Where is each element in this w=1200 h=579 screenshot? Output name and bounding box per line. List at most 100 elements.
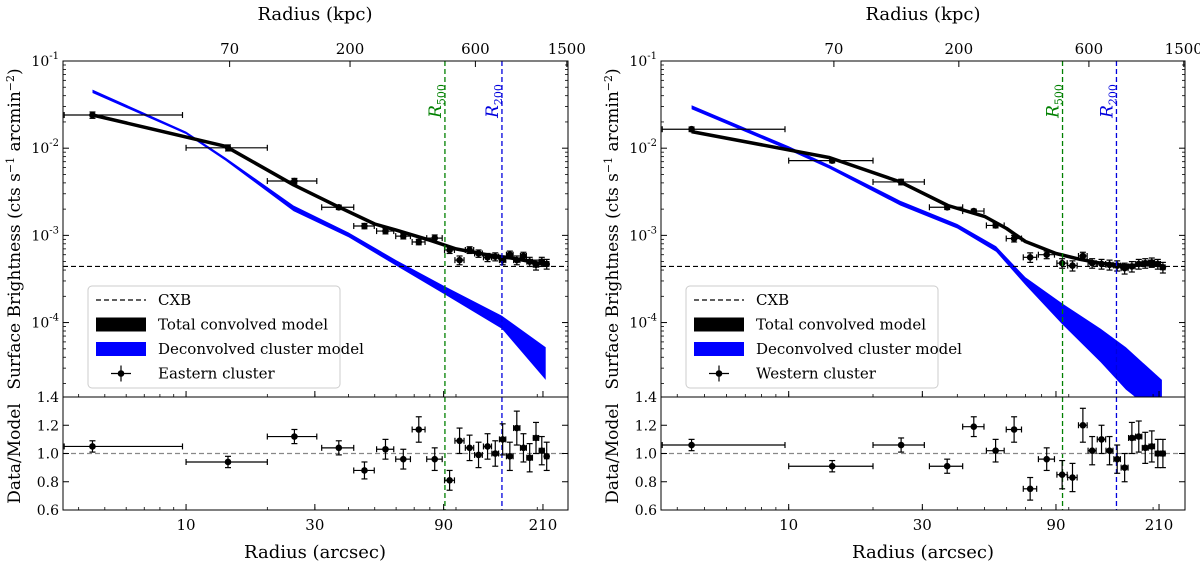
data-marker <box>992 222 999 229</box>
residual-marker <box>1088 447 1096 454</box>
data-marker <box>538 258 546 265</box>
residual-point <box>411 416 426 443</box>
data-marker <box>1159 264 1167 271</box>
residual-plot-area <box>661 407 1185 501</box>
main-plot-area <box>63 89 568 380</box>
data-point <box>1120 262 1129 275</box>
residual-point <box>185 455 268 469</box>
data-point <box>411 238 426 246</box>
residual-point <box>498 423 507 456</box>
residual-point <box>353 461 375 480</box>
residual-point <box>491 440 500 467</box>
total-convolved-model-line <box>92 113 547 267</box>
residual-point <box>543 441 550 472</box>
residual-marker <box>1010 426 1018 433</box>
y-axis-title: Surface Brightness (cts s−1 arcmin−2) <box>4 68 25 389</box>
y-tick-label: 10-4 <box>629 313 657 332</box>
data-marker <box>506 251 514 259</box>
data-marker <box>1154 260 1162 268</box>
residual-point <box>375 438 395 460</box>
residual-marker <box>943 462 951 470</box>
residual-marker <box>1141 444 1149 452</box>
residual-marker <box>1043 455 1050 463</box>
data-point <box>872 178 925 186</box>
resid-tick-label: 0.6 <box>37 503 59 519</box>
resid-tick-label: 0.8 <box>37 475 59 491</box>
legend-label-data: Western cluster <box>756 365 877 383</box>
data-point <box>1159 261 1167 274</box>
x-tick-label: 90 <box>434 516 453 534</box>
residual-marker <box>992 447 999 454</box>
resid-tick-label: 1.2 <box>37 418 59 434</box>
data-point <box>321 203 355 211</box>
resid-axis-title: Data/Model <box>603 403 623 503</box>
top-tick-label: 70 <box>824 40 843 58</box>
residual-point <box>788 459 874 473</box>
residual-marker <box>484 443 491 450</box>
data-marker <box>828 157 836 164</box>
data-marker <box>1135 260 1143 268</box>
residual-point <box>928 458 964 474</box>
legend-label-deconv: Deconvolved cluster model <box>756 340 962 358</box>
deconvolved-model-band <box>691 105 1162 397</box>
data-marker <box>1043 251 1050 259</box>
y-tick-label: 10-1 <box>629 51 657 70</box>
data-point <box>985 222 1005 229</box>
data-marker <box>1069 262 1076 269</box>
residual-marker <box>513 424 521 432</box>
residual-point <box>1096 424 1107 455</box>
residual-point <box>1067 462 1078 493</box>
data-marker <box>970 207 978 215</box>
residual-marker <box>446 477 453 484</box>
residual-point <box>266 428 318 445</box>
data-point <box>464 246 475 255</box>
residual-point <box>426 447 443 472</box>
y-bottom-tick-label: 1.4 <box>635 390 657 406</box>
data-point <box>1113 260 1122 272</box>
legend: CXB Total convolved model Deconvolved clus… <box>87 285 364 389</box>
residual-point <box>1159 438 1167 469</box>
legend-swatch-deconvolved <box>694 342 744 356</box>
data-marker <box>543 260 550 268</box>
residual-point <box>872 437 925 453</box>
residual-point <box>538 435 546 466</box>
data-marker <box>1010 235 1018 242</box>
residual-marker <box>224 458 232 466</box>
residual-marker <box>828 462 836 470</box>
legend-swatch-deconvolved <box>96 342 146 356</box>
residual-point <box>532 421 540 455</box>
residual-marker <box>506 453 514 460</box>
data-point <box>426 234 443 243</box>
residual-point <box>1077 407 1088 443</box>
data-marker <box>532 261 540 269</box>
residual-point <box>505 441 514 472</box>
y-tick-label: 10-3 <box>629 225 657 244</box>
residual-marker <box>543 453 550 460</box>
data-marker <box>456 256 463 264</box>
data-marker <box>291 177 298 185</box>
residual-point <box>513 410 521 446</box>
resid-axis-title: Data/Model <box>5 403 25 503</box>
residual-marker <box>1128 434 1136 442</box>
data-marker <box>431 234 439 242</box>
data-marker <box>1141 259 1149 267</box>
right-panel-western: R500 R200 10-1 10-2 10-3 10-4 1.4 1.2 1.0 0.8 0.6 1… <box>602 4 1200 563</box>
data-point <box>1105 259 1114 271</box>
residual-point <box>482 433 493 460</box>
x-tick-label: 30 <box>305 516 324 534</box>
data-point <box>526 256 534 268</box>
data-point <box>519 251 527 261</box>
legend-swatch-data-marker <box>715 370 723 377</box>
residual-marker <box>475 451 482 459</box>
data-point <box>1141 258 1149 269</box>
residual-point <box>1022 476 1038 501</box>
residual-marker <box>897 441 905 449</box>
residual-marker <box>1106 447 1113 454</box>
residual-point <box>395 448 412 470</box>
residual-point <box>443 469 456 491</box>
residual-marker <box>415 426 423 433</box>
residual-point <box>985 438 1005 463</box>
residual-marker <box>532 434 540 442</box>
data-point <box>661 125 786 133</box>
